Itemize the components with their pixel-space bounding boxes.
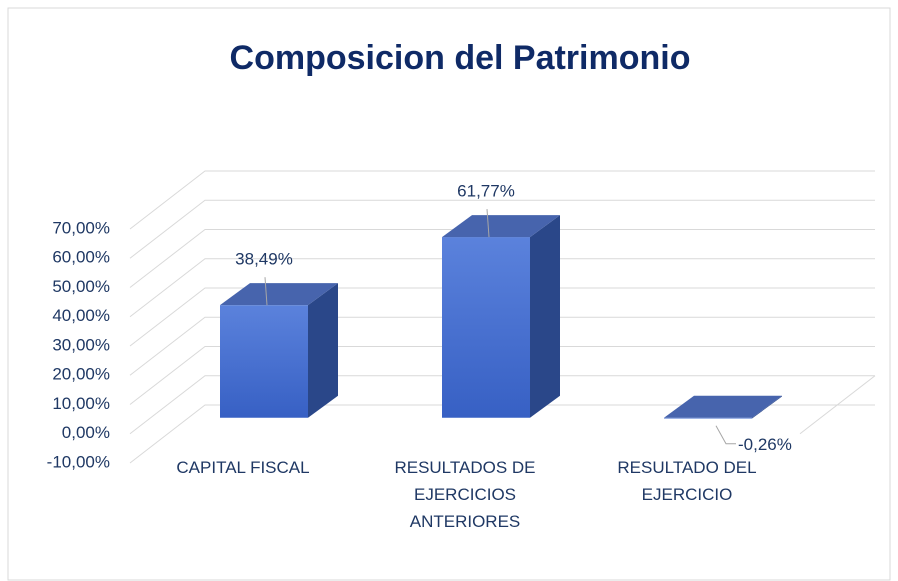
grid-line (129, 287, 875, 347)
x-tick-label: CAPITAL FISCAL (176, 458, 310, 477)
grid-line (129, 404, 875, 464)
y-tick-label: 20,00% (52, 365, 110, 384)
y-tick-label: 30,00% (52, 335, 110, 354)
y-tick-label: 60,00% (52, 248, 110, 267)
grid-line (129, 170, 875, 230)
leader-line (486, 209, 490, 238)
bar-side (308, 283, 338, 418)
data-label: 38,49% (235, 250, 293, 269)
x-tick-label: RESULTADOS DE EJERCICIOS ANTERIORES (394, 458, 536, 531)
grid-line (129, 258, 875, 318)
data-label: -0,26% (738, 435, 792, 454)
bar (220, 305, 308, 418)
grid-line (129, 229, 875, 288)
grid-line (129, 199, 875, 259)
grid-line (129, 346, 875, 405)
data-label: 61,77% (457, 182, 515, 201)
bar-top (220, 283, 338, 306)
grid-line (129, 375, 875, 435)
y-tick-label: -10,00% (47, 452, 110, 471)
bar (664, 417, 752, 419)
x-tick-label: RESULTADO DEL EJERCICIO (617, 458, 757, 504)
bar-top (664, 395, 782, 418)
y-tick-label: 10,00% (52, 394, 110, 413)
floor-edge (799, 375, 876, 435)
leader-line (264, 277, 268, 306)
leader-line (715, 425, 736, 445)
bar (442, 237, 530, 418)
grid-line (129, 316, 875, 376)
y-tick-label: 50,00% (52, 277, 110, 296)
bar-side (530, 215, 560, 418)
y-tick-label: 70,00% (52, 218, 110, 237)
bar-side (752, 395, 782, 419)
y-tick-label: 0,00% (62, 423, 110, 442)
chart-title: Composicion del Patrimonio (230, 39, 691, 77)
y-tick-label: 40,00% (52, 306, 110, 325)
bar-top (442, 215, 560, 238)
